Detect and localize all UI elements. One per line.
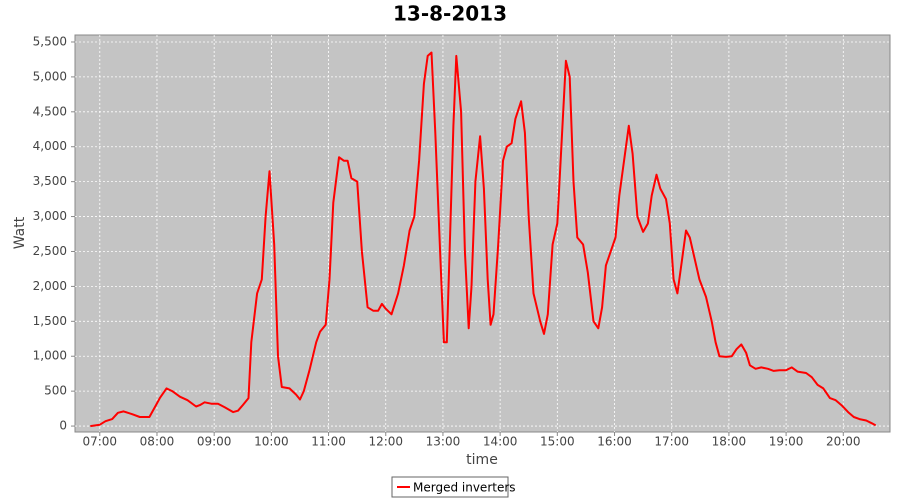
y-tick-label: 2,000	[33, 279, 67, 293]
legend	[391, 476, 509, 498]
x-tick-label: 08:00	[140, 435, 175, 449]
x-tick-label: 16:00	[597, 435, 632, 449]
y-tick-label: 3,500	[33, 174, 67, 188]
y-tick-label: 1,000	[33, 349, 67, 363]
legend-label: Merged inverters	[413, 481, 516, 495]
x-tick-label: 17:00	[654, 435, 689, 449]
chart-title: 13-8-2013	[393, 2, 507, 26]
x-tick-label: 18:00	[712, 435, 747, 449]
y-tick-label: 0	[59, 419, 67, 433]
x-tick-label: 12:00	[368, 435, 403, 449]
x-axis-label: time	[466, 452, 498, 468]
x-tick-label: 15:00	[540, 435, 575, 449]
x-tick-label: 11:00	[311, 435, 346, 449]
y-tick-label: 4,500	[33, 104, 67, 118]
line	[90, 51, 877, 428]
x-tick-label: 19:00	[769, 435, 804, 449]
x-tick-label: 14:00	[483, 435, 518, 449]
y-tick-label: 5,000	[33, 69, 67, 83]
x-tick-label: 09:00	[197, 435, 232, 449]
x-tick-label: 20:00	[826, 435, 861, 449]
x-tick-label: 13:00	[426, 435, 461, 449]
y-tick-label: 500	[44, 384, 67, 398]
y-tick-label: 1,500	[33, 314, 67, 328]
y-tick-label: 3,000	[33, 209, 67, 223]
x-tick-label: 07:00	[82, 435, 117, 449]
plot-area	[74, 34, 891, 433]
y-tick-label: 2,500	[33, 244, 67, 258]
y-axis-label: Watt	[12, 216, 28, 249]
y-tick-label: 5,500	[33, 34, 67, 48]
y-tick-label: 4,000	[33, 139, 67, 153]
x-tick-label: 10:00	[254, 435, 289, 449]
